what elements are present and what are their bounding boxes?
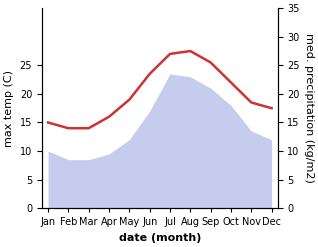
X-axis label: date (month): date (month)	[119, 233, 201, 243]
Y-axis label: med. precipitation (kg/m2): med. precipitation (kg/m2)	[304, 33, 314, 183]
Y-axis label: max temp (C): max temp (C)	[4, 70, 14, 147]
